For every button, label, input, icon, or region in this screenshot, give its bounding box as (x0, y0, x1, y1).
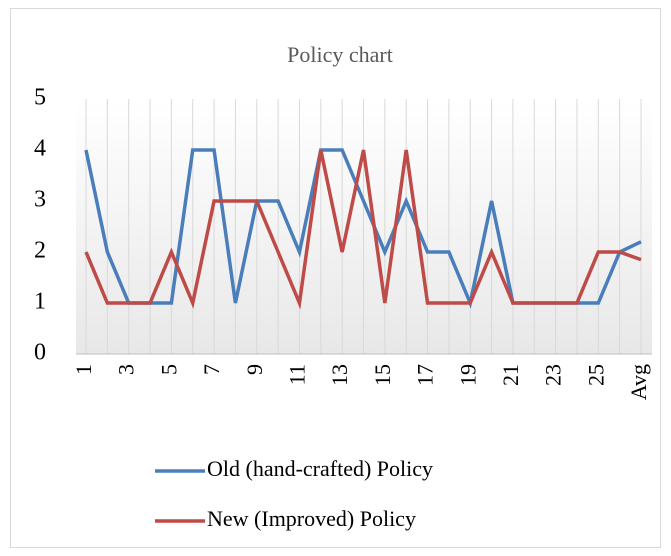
y-tick-label: 1 (34, 289, 46, 315)
y-tick-label: 5 (34, 85, 46, 111)
x-tick-label: 15 (370, 364, 395, 386)
x-tick-label: 17 (413, 364, 438, 386)
x-tick-label: 19 (455, 364, 480, 386)
x-tick-label: Avg (626, 364, 651, 400)
chart-title: Policy chart (287, 42, 393, 67)
y-tick-label: 3 (34, 187, 46, 213)
x-tick-label: 21 (498, 364, 523, 386)
y-tick-label: 2 (34, 238, 46, 264)
x-tick-label: 5 (156, 364, 181, 375)
x-tick-label: 23 (541, 364, 566, 386)
legend-label: Old (hand-crafted) Policy (207, 456, 433, 481)
x-tick-label: 11 (285, 364, 310, 385)
x-tick-label: 3 (114, 364, 139, 375)
x-tick-label: 13 (327, 364, 352, 386)
x-tick-label: 25 (583, 364, 608, 386)
x-tick-label: 9 (242, 364, 267, 375)
legend-label: New (Improved) Policy (207, 506, 416, 531)
y-tick-label: 4 (34, 136, 46, 162)
y-tick-label: 0 (34, 340, 46, 366)
x-tick-label: 7 (199, 364, 224, 375)
series-line (84, 149, 642, 310)
x-tick-label: 1 (71, 364, 96, 375)
